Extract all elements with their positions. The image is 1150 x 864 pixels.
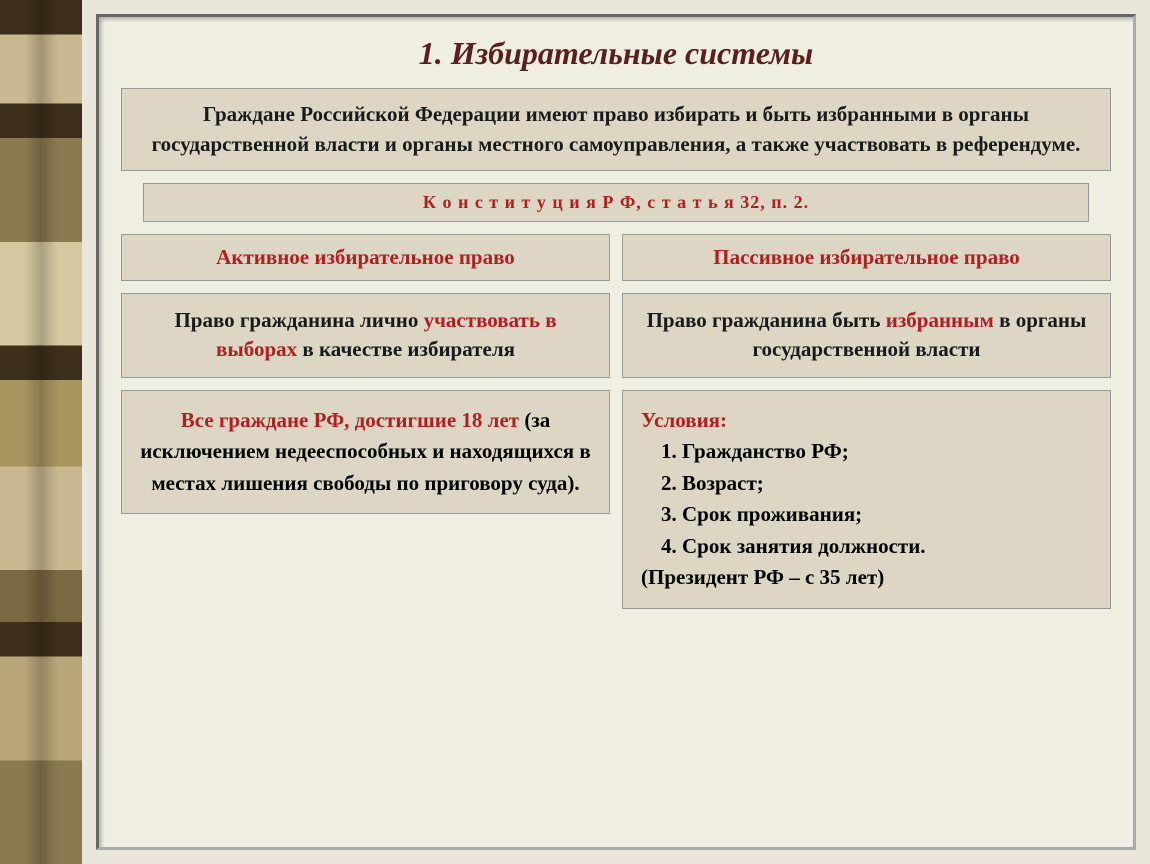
- passive-right-desc: Право гражданина быть избранным в органы…: [622, 293, 1111, 378]
- conditions-footer: (Президент РФ – с 35 лет): [641, 562, 1092, 594]
- conditions-list: Гражданство РФ; Возраст; Срок проживания…: [641, 436, 1092, 562]
- slide-title: 1. Избирательные системы: [121, 35, 1111, 72]
- intro-box: Граждане Российской Федерации имеют прав…: [121, 88, 1111, 171]
- desc-text-hl: избранным: [886, 308, 994, 332]
- active-right-desc: Право гражданина лично участвовать в выб…: [121, 293, 610, 378]
- right-column: Пассивное избирательное право Право граж…: [622, 234, 1111, 609]
- condition-item: Срок проживания;: [661, 499, 1092, 531]
- condition-item: Возраст;: [661, 468, 1092, 500]
- left-column: Активное избирательное право Право гражд…: [121, 234, 610, 609]
- conditions-label: Условия:: [641, 405, 1092, 437]
- condition-item: Гражданство РФ;: [661, 436, 1092, 468]
- desc-text-pre: Право гражданина быть: [647, 308, 886, 332]
- constitution-ref-box: К о н с т и т у ц и я Р Ф, с т а т ь я 3…: [143, 183, 1089, 222]
- passive-right-header: Пассивное избирательное право: [622, 234, 1111, 281]
- passive-right-detail: Условия: Гражданство РФ; Возраст; Срок п…: [622, 390, 1111, 609]
- active-right-detail: Все граждане РФ, достигшие 18 лет (за ис…: [121, 390, 610, 515]
- desc-text-post: в качестве избирателя: [297, 337, 515, 361]
- two-column-layout: Активное избирательное право Право гражд…: [121, 234, 1111, 609]
- detail-hl: Все граждане РФ, достигшие 18 лет: [181, 408, 519, 432]
- condition-item: Срок занятия должности.: [661, 531, 1092, 563]
- active-right-header: Активное избирательное право: [121, 234, 610, 281]
- decorative-sidebar: [0, 0, 82, 864]
- main-area: 1. Избирательные системы Граждане Россий…: [82, 0, 1150, 864]
- desc-text-pre: Право гражданина лично: [174, 308, 423, 332]
- content-frame: 1. Избирательные системы Граждане Россий…: [96, 14, 1136, 850]
